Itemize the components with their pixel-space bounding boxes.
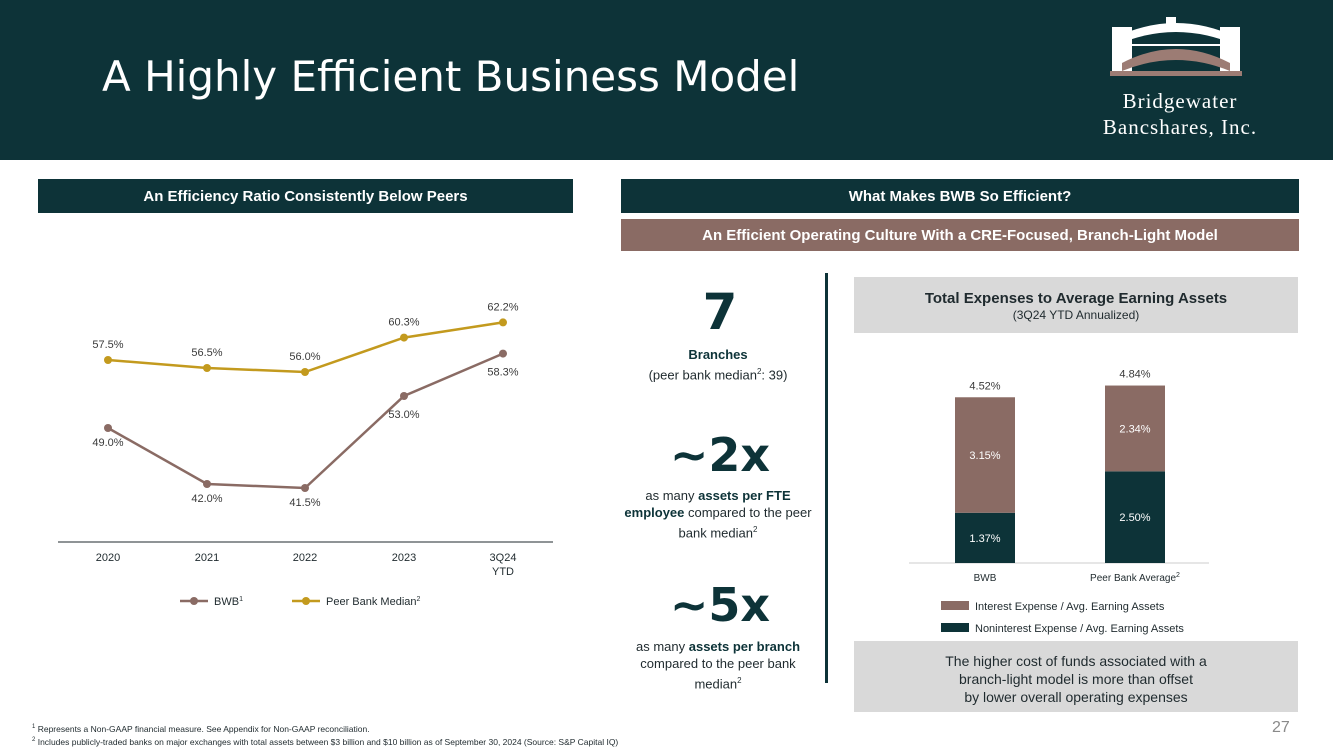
bar-segment-noninterest — [1105, 471, 1165, 563]
data-point — [400, 392, 408, 400]
cost-of-funds-note: The higher cost of funds associated with… — [854, 641, 1298, 712]
footnote-1: 1 Represents a Non-GAAP financial measur… — [32, 723, 370, 734]
branches-description: Branches (peer bank median2: 39) — [618, 346, 818, 383]
note-line-1: The higher cost of funds associated with… — [945, 653, 1207, 669]
company-logo: Bridgewater Bancshares, Inc. — [1060, 15, 1300, 145]
fte-footnote-ref: 2 — [753, 525, 758, 534]
footnote-2-text: Includes publicly-traded banks on major … — [37, 736, 619, 747]
data-point — [203, 364, 211, 372]
x-tick-label: BWB — [974, 573, 997, 584]
branches-label: Branches — [688, 347, 748, 362]
data-label: 58.3% — [487, 367, 518, 379]
x-tick-label: YTD — [492, 566, 514, 578]
vertical-divider — [825, 273, 828, 683]
expense-stacked-bar-chart: 1.37% 3.15% 4.52% BWB 2.50% 2.34% 4.84% Peer Ba… — [909, 369, 1209, 635]
legend-marker — [190, 597, 198, 605]
footnote-1-text: Represents a Non-GAAP financial measure.… — [37, 723, 370, 734]
data-label: 42.0% — [191, 493, 222, 505]
data-point — [301, 484, 309, 492]
bar-segment-interest — [1105, 385, 1165, 472]
x-tick-label: 2020 — [96, 552, 120, 564]
header-banner: A Highly Efficient Business Model Bridge… — [0, 0, 1333, 160]
assets-per-branch-multiple: ~5x — [669, 578, 771, 632]
series-line-peer-median — [107, 321, 504, 374]
data-point — [499, 349, 507, 358]
branch-footnote-ref: 2 — [737, 676, 742, 685]
expense-chart-title: Total Expenses to Average Earning Assets — [924, 290, 1228, 307]
data-label: 60.3% — [388, 317, 419, 329]
page-title: A Highly Efficient Business Model — [102, 52, 800, 101]
segment-label: 2.50% — [1119, 512, 1150, 524]
assets-per-branch-description: as many assets per branch compared to th… — [628, 638, 808, 692]
fte-desc-post: compared to the peer bank median — [678, 505, 812, 541]
data-point — [301, 368, 309, 376]
page-number: 27 — [1272, 719, 1290, 736]
data-label: 56.5% — [191, 347, 222, 359]
legend-marker — [302, 597, 310, 605]
bar-segment-noninterest — [955, 512, 1015, 563]
data-point — [104, 356, 112, 364]
segment-label: 1.37% — [969, 533, 1000, 545]
data-label: 49.0% — [92, 437, 123, 449]
logo-line-1: Bridgewater — [1122, 89, 1238, 113]
legend-label: Interest Expense / Avg. Earning Assets — [975, 601, 1165, 613]
x-tick-label: Peer Bank Average2 — [1090, 572, 1180, 584]
legend-swatch — [941, 623, 969, 632]
legend-label: BWB1 — [214, 596, 243, 608]
x-tick-label: 2021 — [195, 552, 219, 564]
assets-per-fte-description: as many assets per FTE employee compared… — [620, 487, 816, 541]
bar-segment-interest — [955, 397, 1015, 513]
branches-footnote-ref: 2 — [756, 367, 762, 376]
segment-label: 3.15% — [969, 450, 1000, 462]
efficiency-ratio-heading: An Efficiency Ratio Consistently Below P… — [38, 179, 573, 213]
segment-label: 2.34% — [1119, 423, 1150, 435]
x-tick-label: 2023 — [392, 552, 416, 564]
fte-desc-bold: assets per FTE employee — [624, 488, 791, 520]
branch-desc-pre: as many — [635, 639, 689, 654]
data-label: 53.0% — [388, 409, 419, 421]
branches-peer-value: : 39) — [761, 367, 788, 383]
total-label: 4.84% — [1119, 369, 1150, 381]
legend-label: Peer Bank Median2 — [326, 596, 421, 608]
bridge-logo-icon — [1110, 17, 1242, 76]
efficiency-reasons-heading: What Makes BWB So Efficient? — [621, 179, 1299, 213]
expense-chart-subtitle: (3Q24 YTD Annualized) — [1012, 308, 1140, 322]
data-point — [104, 424, 112, 432]
branches-peer-prefix: (peer bank median — [648, 367, 757, 383]
total-label: 4.52% — [969, 380, 1000, 392]
x-tick-label: 2022 — [293, 552, 317, 564]
branch-desc-post: compared to the peer bank median — [640, 656, 796, 692]
footnote-2: 2 Includes publicly-traded banks on majo… — [32, 736, 619, 747]
data-point — [499, 318, 507, 327]
fte-desc-pre: as many — [645, 488, 699, 503]
data-label: 62.2% — [487, 301, 518, 313]
note-line-2: branch-light model is more than offset — [959, 671, 1193, 687]
footnotes: 1 Represents a Non-GAAP financial measur… — [32, 722, 618, 748]
efficiency-ratio-line-chart: 2020 2021 2022 2023 3Q24 YTD 49.0% 42.0% 41.5% 53… — [58, 301, 553, 608]
x-tick-label: 3Q24 — [490, 552, 517, 564]
legend-label: Noninterest Expense / Avg. Earning Asset… — [975, 623, 1184, 635]
operating-culture-subheading: An Efficient Operating Culture With a CR… — [621, 219, 1299, 251]
data-label: 56.0% — [289, 351, 320, 363]
data-point — [203, 480, 211, 488]
branch-desc-bold: assets per branch — [688, 639, 801, 654]
assets-per-fte-multiple: ~2x — [669, 428, 771, 482]
legend-swatch — [941, 601, 969, 610]
data-point — [400, 333, 408, 342]
data-label: 41.5% — [289, 497, 320, 509]
data-label: 57.5% — [92, 339, 123, 351]
note-line-3: by lower overall operating expenses — [964, 689, 1188, 705]
logo-line-2: Bancshares, Inc. — [1102, 115, 1258, 139]
branches-count: 7 — [702, 283, 738, 341]
expense-chart-title-box: Total Expenses to Average Earning Assets… — [854, 277, 1298, 333]
